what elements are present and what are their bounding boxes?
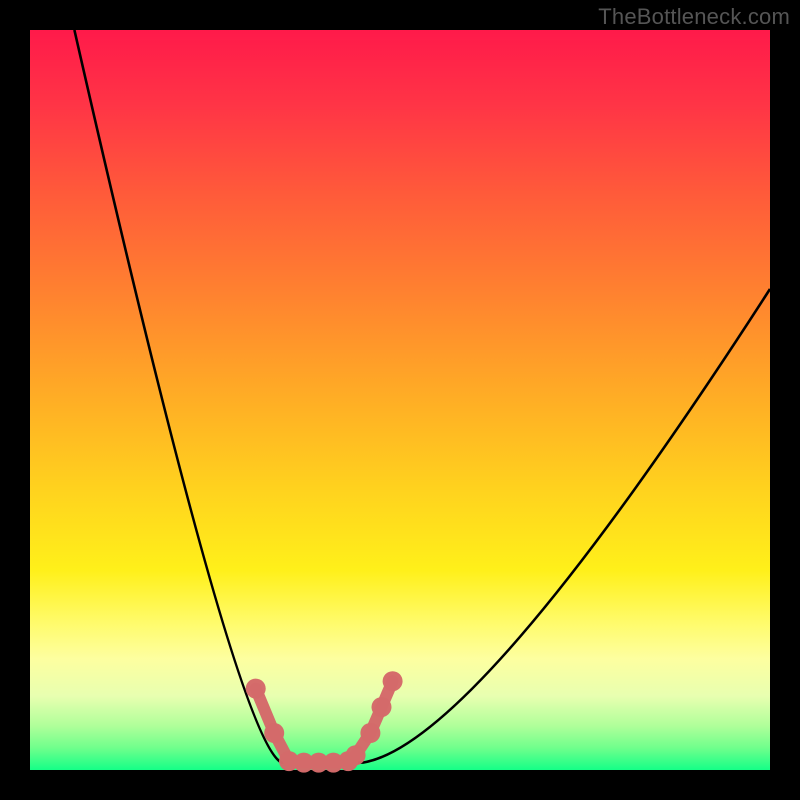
plot-background: [30, 30, 770, 770]
valley-marker: [383, 671, 403, 691]
valley-marker: [246, 679, 266, 699]
watermark-text: TheBottleneck.com: [598, 4, 790, 30]
valley-marker: [346, 745, 366, 765]
valley-marker: [372, 697, 392, 717]
valley-marker: [360, 723, 380, 743]
bottleneck-chart: [0, 0, 800, 800]
valley-marker: [264, 723, 284, 743]
